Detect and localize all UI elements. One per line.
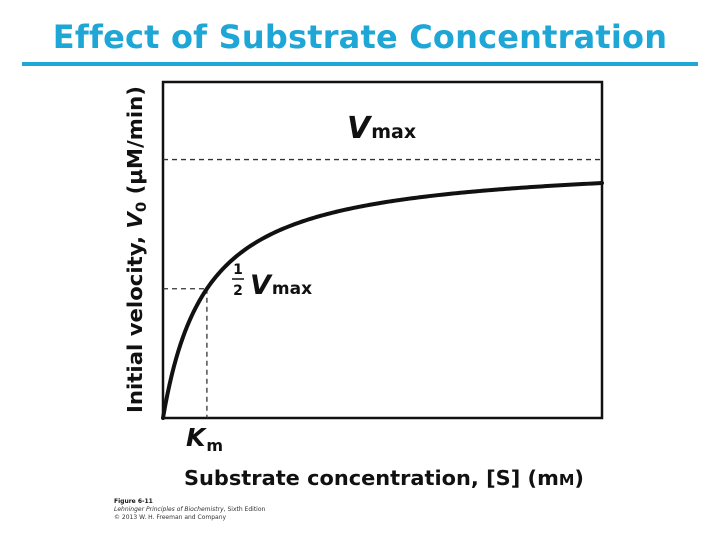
credit-book-title: Lehninger Principles of Biochemistry — [114, 506, 224, 513]
y-axis-label-unit: (µM/min) — [123, 86, 147, 202]
half-vmax-label: 1 2 Vmax — [232, 262, 312, 301]
figure-credit: Figure 6-11 Lehninger Principles of Bioc… — [114, 498, 265, 522]
credit-figure-number: Figure 6-11 — [114, 498, 153, 505]
y-axis-label-var: V — [123, 211, 147, 229]
half-vmax-sub: max — [272, 279, 312, 299]
title-underline — [22, 62, 698, 66]
x-axis-label-text: Substrate concentration, [S] (m — [184, 466, 559, 490]
km-label-var: K — [186, 423, 207, 452]
plot-frame — [161, 80, 604, 420]
credit-copyright: © 2013 W. H. Freeman and Company — [114, 514, 227, 521]
y-axis-label-sub: 0 — [134, 202, 150, 213]
vmax-label-var: V — [347, 111, 373, 146]
credit-edition: , Sixth Edition — [223, 506, 266, 513]
half-fraction-denominator: 2 — [233, 283, 243, 299]
km-label-sub: m — [206, 436, 223, 455]
x-axis-label: Substrate concentration, [S] (m M) — [184, 466, 584, 490]
velocity-curve — [161, 181, 604, 420]
vmax-label: Vmax — [347, 111, 416, 146]
x-axis-label-close: ) — [574, 466, 584, 490]
y-axis-label: Initial velocity, V0 (µM/min) — [123, 86, 150, 413]
credit-book-line: Lehninger Principles of Biochemistry, Si… — [114, 506, 265, 514]
half-vmax-var: V — [250, 270, 273, 301]
x-axis-label-unit: M — [559, 471, 575, 489]
slide-title: Effect of Substrate Concentration — [52, 18, 668, 56]
km-label: Km — [186, 423, 223, 455]
half-fraction-numerator: 1 — [233, 262, 243, 278]
vmax-label-sub: max — [371, 121, 416, 143]
half-vmax-text: Vmax — [250, 270, 312, 301]
y-axis-label-text: Initial velocity, — [123, 229, 147, 413]
